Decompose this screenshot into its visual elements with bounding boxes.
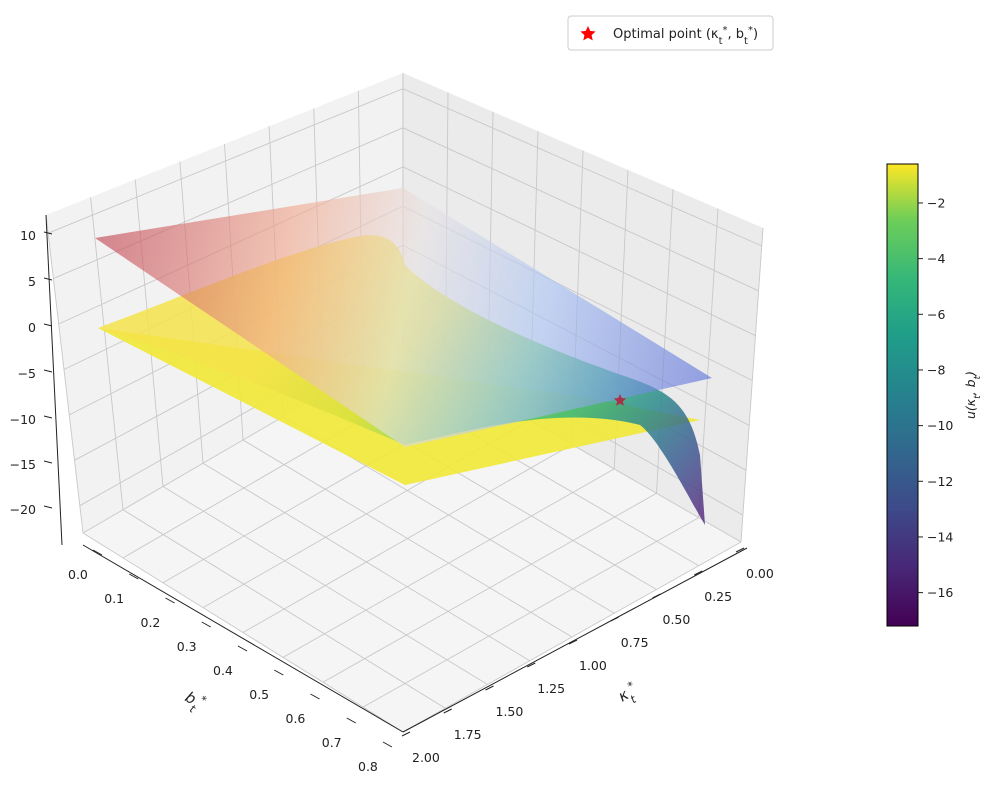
x-tick-mark — [652, 593, 661, 599]
z-tick-label: 0 — [28, 320, 36, 335]
z-tick-label: −10 — [10, 412, 36, 427]
grid-line-b-wall — [740, 227, 764, 543]
y-tick-label: 0.1 — [104, 591, 124, 606]
z-tick-mark — [43, 369, 53, 373]
colorbar-tick-label: −16 — [927, 585, 953, 600]
y-tick-label: 0.4 — [213, 663, 233, 678]
colorbar-tick-label: −12 — [927, 474, 953, 489]
grid-line-k — [202, 462, 530, 662]
x-tick-label: 0.75 — [621, 635, 649, 650]
z-tick-label: 5 — [28, 274, 36, 289]
x-tick-label: 0.00 — [746, 566, 774, 581]
y-tick-mark — [310, 693, 320, 700]
y-tick-label: 0.3 — [177, 639, 197, 654]
z-tick-mark — [43, 460, 53, 464]
grid-line-k-wall — [90, 197, 124, 510]
y-tick-mark — [382, 741, 393, 748]
y-tick-label: 0.0 — [68, 567, 88, 582]
x-tick-mark — [485, 685, 494, 691]
y-tick-mark — [129, 573, 139, 580]
y-tick-label: 0.7 — [322, 735, 342, 750]
y-tick-label: 0.6 — [286, 711, 306, 726]
x-tick-label: 1.25 — [537, 681, 565, 696]
tick-labels: 0.0 0.1 0.2 0.3 0.4 0.5 0.6 0.7 0.8 0.00 0.25 0.50 0… — [10, 228, 774, 774]
x-tick-mark — [401, 731, 411, 737]
y-tick-mark — [201, 621, 211, 628]
optimal-point-marker — [613, 394, 627, 406]
legend-label: Optimal point (κt*, bt*) — [613, 25, 758, 47]
x-tick-label: 0.25 — [704, 589, 732, 604]
z-tick-mark — [43, 505, 53, 509]
grid-line-k — [122, 509, 446, 709]
x-tick-label: 0.50 — [663, 612, 691, 627]
x-tick-mark — [568, 639, 578, 645]
z-tick-mark — [43, 277, 53, 281]
grid-line-b-wall — [698, 208, 719, 518]
y-tick-mark — [92, 549, 103, 556]
legend-star-marker — [580, 26, 596, 41]
colorbar-tick-label: −4 — [927, 251, 945, 266]
x-tick-label: 1.50 — [496, 704, 524, 719]
z-tick-label: −20 — [10, 502, 36, 517]
z-tick-mark — [43, 231, 53, 235]
surfaces — [95, 188, 712, 526]
z-tick-label: −15 — [10, 457, 36, 472]
y-axis-label: bt* — [179, 686, 209, 718]
axis-lines — [45, 214, 748, 733]
z-tick-mark — [43, 415, 53, 419]
colorbar-tick-label: −2 — [927, 195, 945, 210]
colorbar-tick-label: −8 — [927, 362, 945, 377]
legend: Optimal point (κt*, bt*) — [567, 15, 774, 51]
upper-plane — [95, 188, 712, 447]
x-tick-label: 1.75 — [454, 727, 482, 742]
legend-frame — [567, 15, 774, 51]
colorbar-tick-label: −10 — [927, 418, 953, 433]
grid-line-k — [82, 532, 404, 733]
floor-pane — [83, 347, 741, 732]
x-tick-mark — [527, 662, 536, 668]
y-tick-label: 0.2 — [141, 615, 161, 630]
z-tick-mark — [43, 323, 53, 327]
colorbar-tick-label: −14 — [927, 529, 953, 544]
y-tick-mark — [237, 645, 248, 652]
x-tick-mark — [443, 708, 452, 714]
y-tick-label: 0.5 — [249, 687, 269, 702]
z-axis-line — [45, 214, 63, 546]
z-tick-label: 10 — [20, 228, 36, 243]
colorbar-label: u(κt, bt) — [963, 371, 983, 419]
y-tick-mark — [274, 669, 284, 676]
y-tick-mark — [165, 597, 175, 604]
colorbar-gradient-bar — [886, 163, 919, 627]
x-tick-mark — [735, 547, 745, 553]
z-tick-label: −5 — [18, 366, 36, 381]
x-tick-mark — [610, 616, 619, 622]
y-axis-line — [82, 544, 404, 733]
colorbar-tick-label: −6 — [927, 307, 945, 322]
x-tick-mark — [694, 570, 703, 576]
colorbar-ticks: −2 −4 −6 −8 −10 −12 −14 −16 — [918, 195, 953, 600]
grid-line-z — [47, 88, 762, 247]
x-axis-line — [402, 547, 748, 733]
x-tick-label: 2.00 — [412, 750, 440, 765]
y-tick-label: 0.8 — [358, 759, 378, 774]
grid-line-k-wall — [45, 214, 84, 534]
colorbar: −2 −4 −6 −8 −10 −12 −14 −16 u(κt, bt) — [886, 163, 983, 627]
x-axis-label: κt* — [614, 678, 644, 710]
x-tick-label: 1.00 — [579, 658, 607, 673]
grid-line-k — [162, 486, 488, 685]
y-tick-mark — [346, 717, 356, 724]
grid-line-k — [242, 439, 573, 638]
